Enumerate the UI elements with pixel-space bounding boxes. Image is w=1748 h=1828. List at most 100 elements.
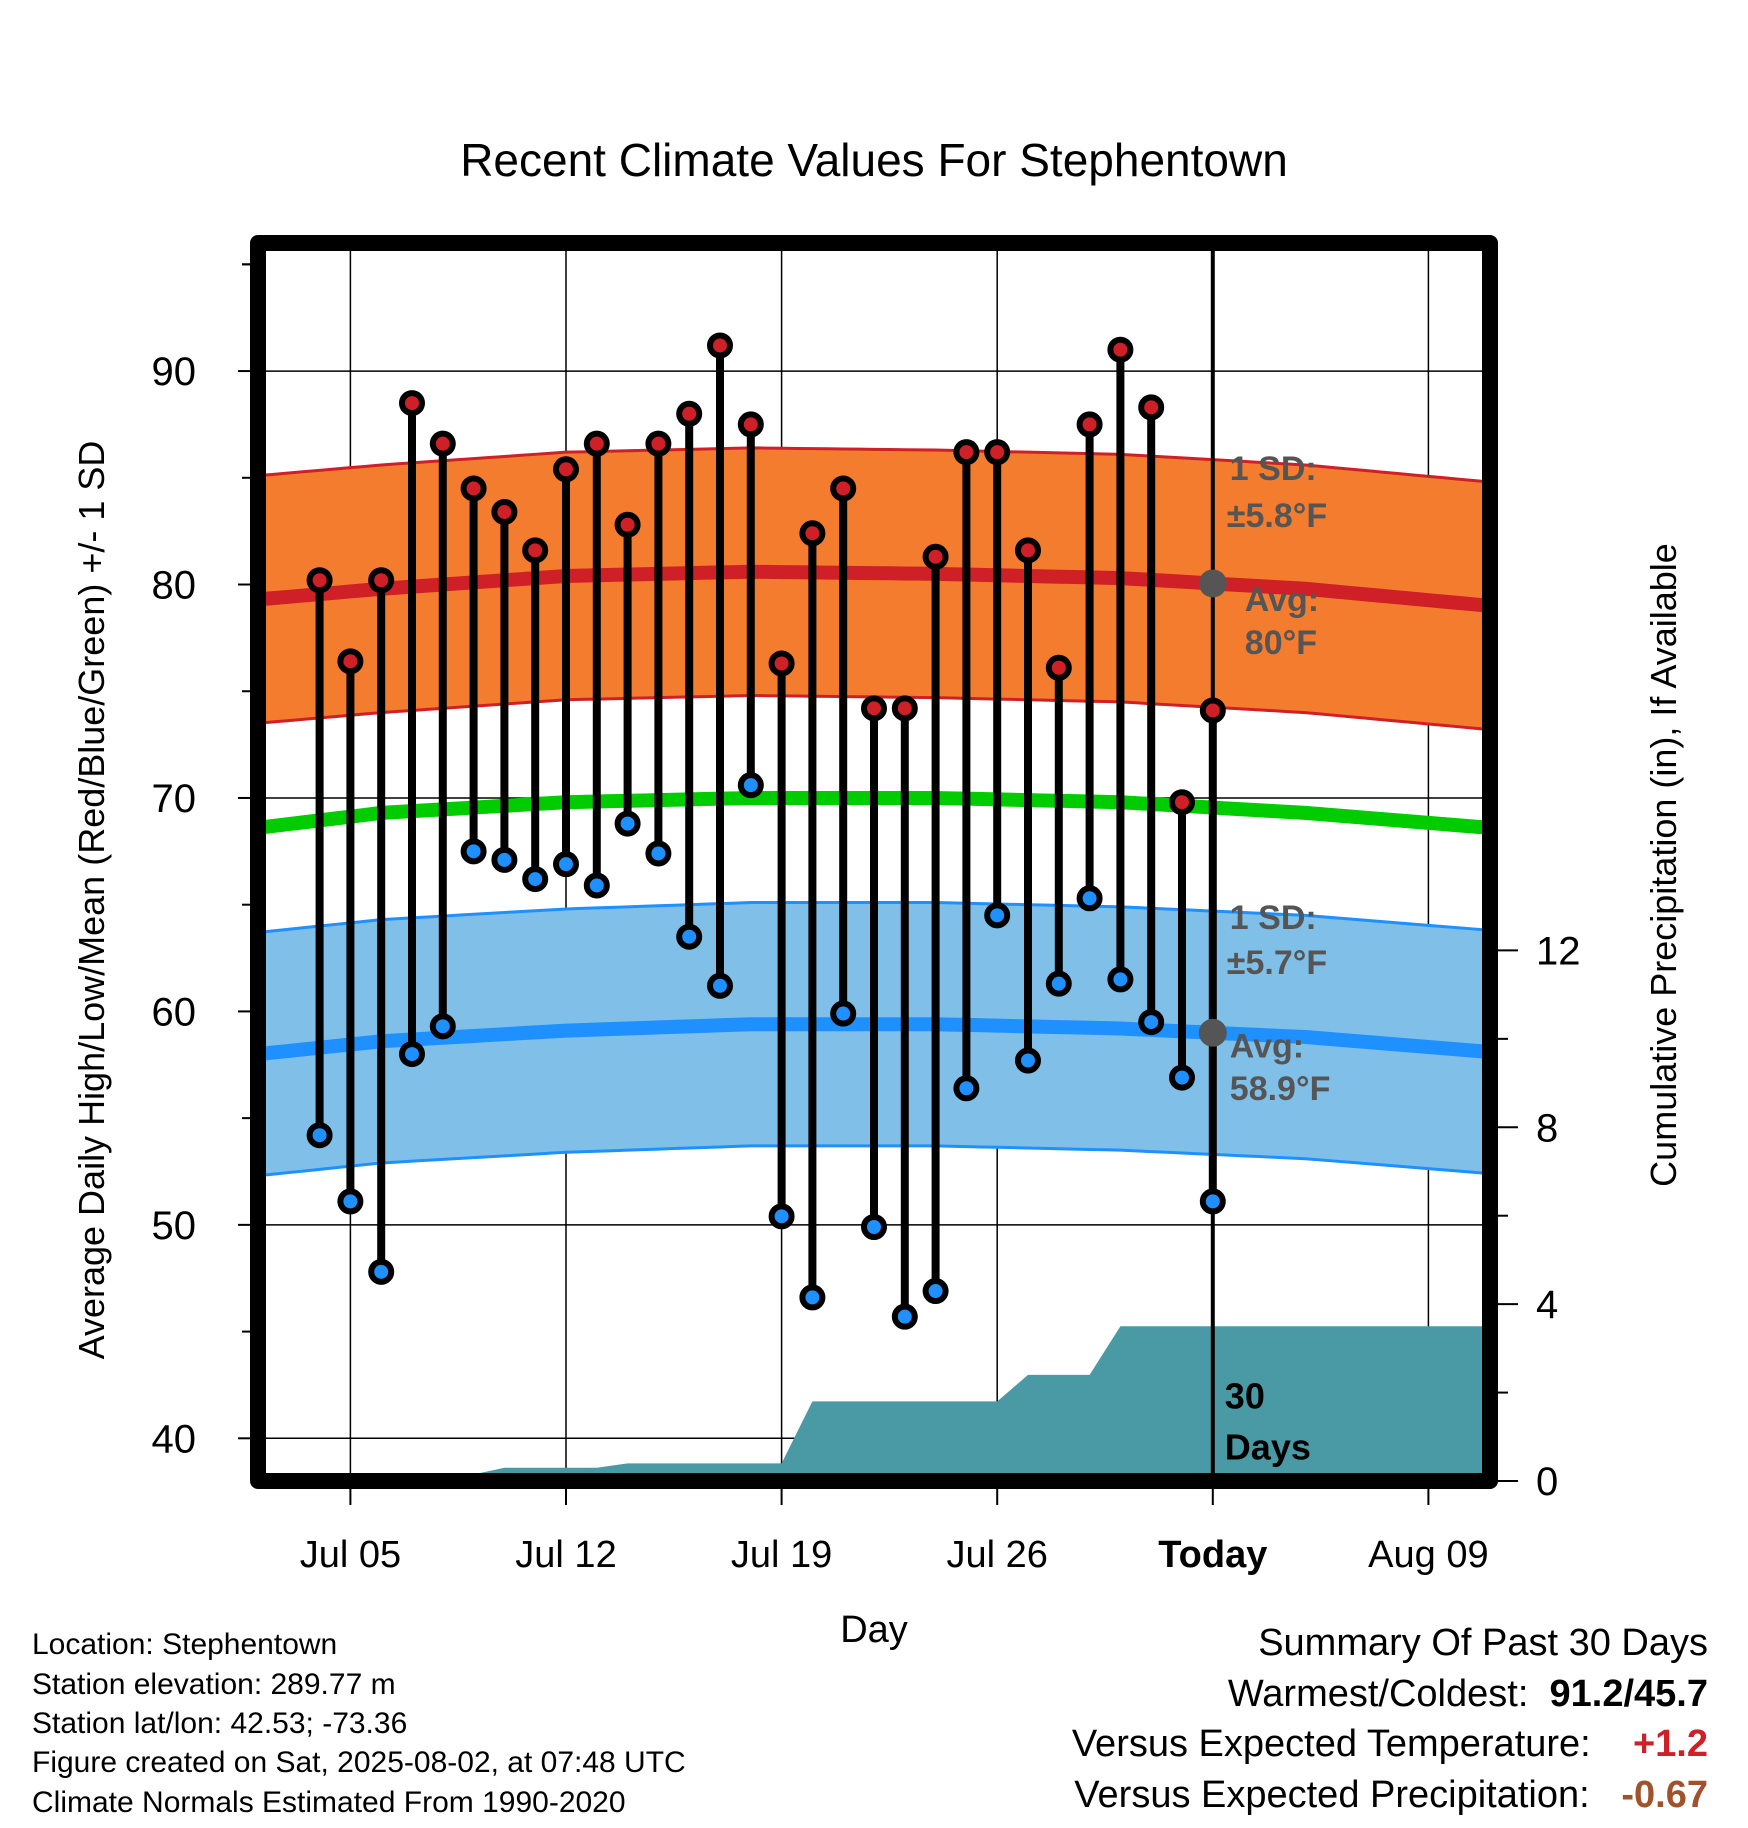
daily-high-point	[491, 498, 518, 525]
daily-low-point	[1138, 1009, 1165, 1036]
daily-low-point	[337, 1188, 364, 1215]
x-tick-label: Aug 09	[1368, 1534, 1488, 1576]
daily-low-point	[984, 902, 1011, 929]
elevation-text: Station elevation: 289.77 m	[32, 1668, 396, 1701]
summary-temp: Versus Expected Temperature: +1.2	[1072, 1723, 1708, 1766]
daily-high-point	[1107, 336, 1134, 363]
daily-low-point	[891, 1303, 918, 1330]
daily-high-point	[984, 439, 1011, 466]
temp-label: Versus Expected Temperature:	[1071, 1723, 1591, 1765]
summary-precip: Versus Expected Precipitation: -0.67	[1074, 1774, 1708, 1817]
daily-high-point	[553, 456, 579, 483]
daily-high-point	[583, 430, 610, 457]
daily-low-point	[707, 972, 733, 999]
daily-high-point	[861, 695, 887, 722]
daily-low-point	[1076, 885, 1103, 912]
low-sd-label: 1 SD:	[1230, 899, 1317, 937]
y-tick-label: 50	[152, 1204, 197, 1248]
daily-high-point	[737, 411, 764, 438]
daily-high-point	[337, 648, 364, 675]
created-text: Figure created on Sat, 2025-08-02, at 07…	[32, 1746, 686, 1779]
latlon-text: Station lat/lon: 42.53; -73.36	[32, 1707, 408, 1740]
daily-low-point	[368, 1258, 395, 1285]
daily-low-point	[522, 866, 549, 893]
summary-warm-cold: Warmest/Coldest: 91.2/45.7	[1228, 1673, 1708, 1716]
daily-high-point	[306, 567, 333, 594]
x-tick-label: Today	[1158, 1534, 1267, 1576]
daily-low-point	[614, 810, 641, 837]
daily-high-point	[1076, 411, 1103, 438]
location-text: Location: Stephentown	[32, 1628, 338, 1661]
daily-low-point	[676, 923, 703, 950]
y-tick-label: 60	[152, 990, 197, 1034]
daily-high-point	[1169, 789, 1195, 816]
warm-cold-value: 91.2/45.7	[1549, 1673, 1708, 1715]
daily-high-point	[707, 332, 733, 359]
x-tick-label: Jul 26	[946, 1534, 1047, 1576]
daily-low-point	[861, 1213, 887, 1240]
daily-low-point	[737, 772, 764, 799]
low-sd-value: ±5.7°F	[1227, 944, 1327, 982]
summary-title: Summary Of Past 30 Days	[1258, 1622, 1708, 1664]
daily-low-point	[429, 1013, 456, 1040]
precip-value: -0.67	[1621, 1774, 1708, 1816]
daily-high-point	[1138, 394, 1165, 421]
daily-low-point	[399, 1041, 425, 1068]
y-tick-label: 90	[152, 350, 197, 394]
daily-low-point	[953, 1075, 980, 1102]
low-avg-value: 58.9°F	[1230, 1070, 1331, 1108]
daily-low-point	[799, 1284, 826, 1311]
precip-label: Versus Expected Precipitation:	[1074, 1774, 1590, 1816]
daily-high-point	[922, 543, 949, 570]
plot-frame	[250, 235, 1498, 1489]
y-tick-label: 70	[152, 777, 197, 821]
normal-high-average-line	[258, 564, 1490, 613]
x-tick-label: Jul 19	[731, 1534, 832, 1576]
high-avg-value: 80°F	[1245, 624, 1317, 662]
daily-high-point	[768, 650, 795, 677]
daily-high-point	[891, 695, 918, 722]
daily-low-point	[306, 1122, 333, 1149]
y2-tick-label: 0	[1536, 1460, 1558, 1504]
plot-area: 1 SD: ±5.8°F Avg: 80°F 1 SD: ±5.7°F Avg: 58.9°F…	[152, 235, 1581, 1576]
daily-high-point	[1045, 654, 1072, 681]
today-high-average-dot	[1198, 569, 1227, 598]
daily-low-point	[1045, 970, 1072, 997]
daily-high-point	[429, 430, 456, 457]
warm-cold-label: Warmest/Coldest:	[1227, 1673, 1529, 1715]
daily-low-point	[1199, 1188, 1226, 1215]
daily-low-point	[1169, 1064, 1195, 1091]
high-sd-label: 1 SD:	[1230, 450, 1317, 488]
y2-tick-label: 12	[1536, 929, 1581, 973]
daily-high-point	[1199, 697, 1226, 724]
y-axis-label: Average Daily High/Low/Mean (Red/Blue/Gr…	[71, 441, 112, 1360]
days-count-label-2: Days	[1225, 1427, 1311, 1468]
daily-low-point	[583, 872, 610, 899]
daily-low-point	[491, 846, 518, 873]
y2-tick-label: 8	[1536, 1106, 1558, 1150]
days-count-label: 30	[1225, 1375, 1265, 1416]
daily-high-point	[676, 400, 703, 427]
high-avg-label: Avg:	[1245, 581, 1319, 619]
y-tick-label: 40	[152, 1417, 197, 1461]
daily-high-point	[830, 475, 857, 502]
daily-high-point	[799, 520, 826, 547]
y2-tick-label: 4	[1536, 1283, 1558, 1327]
x-tick-label: Jul 12	[515, 1534, 616, 1576]
x-axis-label: Day	[840, 1609, 908, 1651]
daily-low-point	[830, 1000, 857, 1027]
daily-high-point	[645, 430, 672, 457]
daily-low-point	[460, 838, 487, 865]
daily-high-point	[399, 390, 425, 417]
daily-low-point	[1015, 1047, 1041, 1074]
today-low-average-dot	[1198, 1018, 1227, 1047]
plot-content	[258, 243, 1490, 1481]
daily-low-point	[1107, 966, 1134, 993]
x-tick-label: Jul 05	[300, 1534, 401, 1576]
daily-low-point	[922, 1278, 949, 1305]
daily-high-point	[614, 511, 641, 538]
normal-high-band-upper-edge	[258, 446, 1490, 484]
temp-value: +1.2	[1632, 1723, 1708, 1765]
daily-low-point	[553, 851, 579, 878]
